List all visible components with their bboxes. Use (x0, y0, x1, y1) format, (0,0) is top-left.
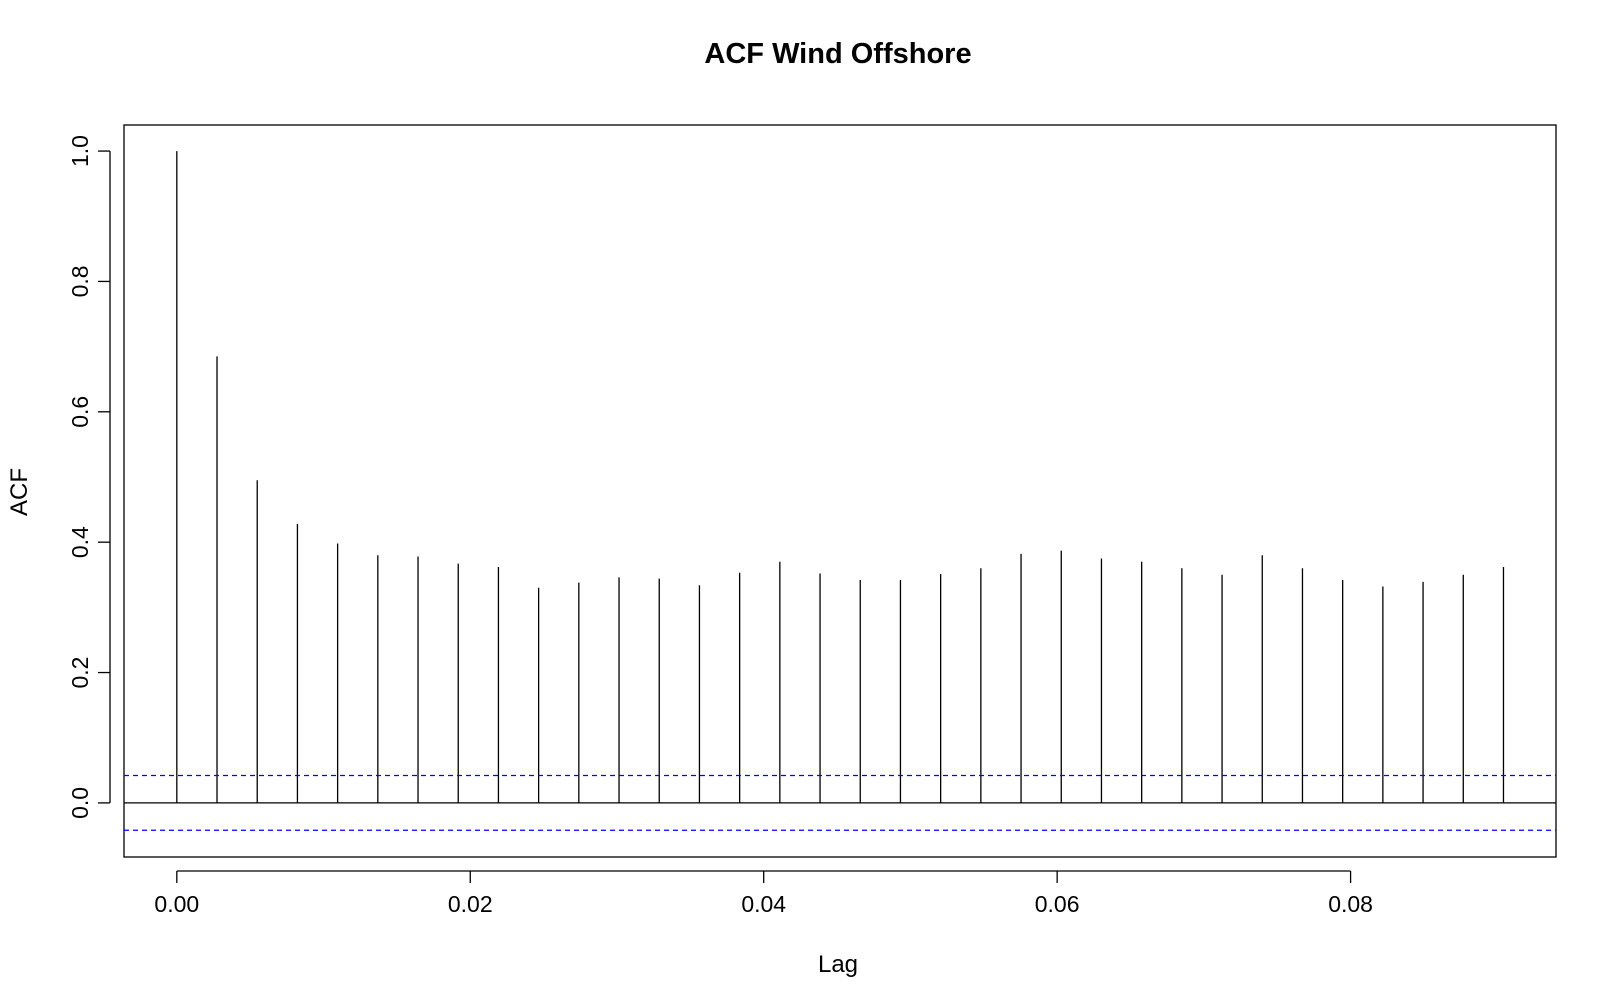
x-axis-label: Lag (818, 951, 858, 978)
plot-frame (123, 124, 1557, 858)
x-axis: 0.00 0.02 0.04 0.06 0.08 (154, 870, 1373, 917)
y-axis-label: ACF (6, 468, 33, 516)
y-tick-label: 1.0 (67, 135, 93, 167)
x-tick-label: 0.06 (1035, 891, 1080, 917)
y-tick-label: 0.6 (67, 396, 93, 428)
y-tick-label: 0.8 (67, 265, 93, 297)
x-tick-label: 0.04 (741, 891, 786, 917)
acf-bars (176, 151, 1505, 803)
y-tick-label: 0.0 (67, 787, 93, 819)
y-tick-label: 0.4 (67, 526, 93, 558)
x-tick-label: 0.08 (1328, 891, 1373, 917)
y-tick-label: 0.2 (67, 657, 93, 689)
y-axis: 0.0 0.2 0.4 0.6 0.8 1.0 (67, 135, 111, 819)
x-tick-label: 0.00 (154, 891, 199, 917)
chart-overlays (124, 774, 1556, 831)
chart-title: ACF Wind Offshore (704, 38, 971, 70)
x-tick-label: 0.02 (448, 891, 493, 917)
